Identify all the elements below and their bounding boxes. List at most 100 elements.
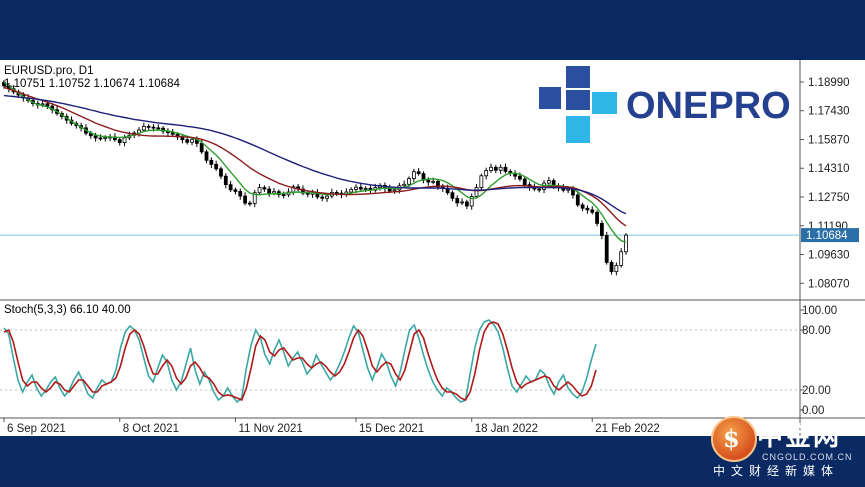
candle-body bbox=[546, 180, 551, 184]
candle-body bbox=[464, 201, 469, 207]
candle-body bbox=[214, 163, 219, 170]
candle bbox=[141, 122, 146, 133]
candle bbox=[219, 166, 223, 180]
candle bbox=[464, 199, 469, 209]
axis-labels: 1.189901.174301.158701.143101.127501.111… bbox=[7, 77, 859, 435]
candle-body bbox=[619, 251, 624, 266]
logo-wordmark: ONEPRO bbox=[626, 85, 791, 127]
candle bbox=[223, 173, 228, 189]
time-tick-label: 18 Jan 2022 bbox=[475, 423, 538, 435]
ma-line bbox=[3, 86, 627, 227]
candle-body bbox=[103, 137, 108, 139]
chart-axes bbox=[0, 60, 865, 436]
stoch-tick-label: 20.00 bbox=[802, 385, 831, 397]
candle-body bbox=[325, 195, 329, 199]
candle bbox=[257, 183, 262, 195]
candle bbox=[599, 220, 604, 240]
candle-body bbox=[566, 188, 571, 191]
candle bbox=[228, 180, 233, 193]
candle-body bbox=[474, 187, 479, 197]
candle-body bbox=[93, 135, 98, 139]
candle-body bbox=[624, 234, 628, 253]
candle-body bbox=[585, 207, 590, 211]
price-candles bbox=[2, 79, 628, 276]
candle bbox=[489, 163, 493, 173]
candle-body bbox=[493, 166, 498, 171]
candle bbox=[624, 232, 628, 255]
candle-body bbox=[301, 188, 305, 194]
candle bbox=[98, 134, 103, 141]
candle-body bbox=[209, 159, 214, 165]
chart-symbol-title: EURUSD.pro, D1 bbox=[4, 65, 93, 77]
candle-body bbox=[248, 202, 252, 205]
candle bbox=[493, 165, 498, 174]
price-tick-label: 1.08070 bbox=[808, 278, 850, 290]
candle-body bbox=[358, 186, 363, 190]
candle bbox=[609, 260, 614, 275]
candle-body bbox=[117, 139, 122, 144]
candle-body bbox=[45, 103, 50, 107]
chart-plot-area: 1.18990 1.17430 1.15870 1.14310 1.12750 1.111… bbox=[0, 60, 865, 436]
candle-body bbox=[141, 125, 146, 131]
candle bbox=[580, 202, 585, 212]
stochastic-oscillator bbox=[3, 319, 597, 404]
stoch-tick-label: 80.00 bbox=[802, 325, 831, 337]
candle bbox=[344, 188, 349, 197]
stoch-line bbox=[3, 321, 597, 402]
candle-body bbox=[436, 180, 440, 188]
stochastic-title: Stoch(5,3,3) 66.10 40.00 bbox=[4, 304, 131, 316]
candle bbox=[585, 205, 590, 214]
candle bbox=[595, 210, 599, 227]
cngold-watermark: $ 中金网 CNGOLD.COM.CN 中文财经新媒体 bbox=[705, 410, 865, 487]
candle bbox=[146, 124, 151, 131]
candle-body bbox=[503, 166, 508, 172]
candle-body bbox=[407, 178, 411, 185]
candle bbox=[619, 248, 624, 268]
watermark-domain: CNGOLD.COM.CN bbox=[762, 452, 853, 462]
time-tick-label: 8 Oct 2021 bbox=[123, 423, 179, 435]
candle-body bbox=[590, 209, 595, 213]
candle bbox=[214, 160, 219, 171]
candle bbox=[238, 188, 243, 200]
candle bbox=[455, 195, 460, 207]
candle-body bbox=[204, 151, 209, 161]
candle bbox=[248, 200, 252, 207]
candle-body bbox=[185, 139, 190, 143]
logo-square-dark-top bbox=[566, 66, 590, 88]
candle-body bbox=[262, 187, 267, 190]
onepro-logo: ONEPRO bbox=[539, 66, 791, 143]
candle bbox=[252, 189, 257, 208]
candle-body bbox=[426, 179, 431, 183]
candle bbox=[378, 183, 382, 191]
candle-body bbox=[257, 187, 262, 194]
candle bbox=[484, 167, 489, 180]
candle-body bbox=[411, 171, 416, 179]
candle-body bbox=[469, 196, 474, 207]
stoch-tick-label: 100.00 bbox=[802, 305, 837, 317]
candle-body bbox=[146, 125, 151, 128]
candle-body bbox=[518, 175, 522, 180]
candle bbox=[156, 124, 161, 131]
candle-body bbox=[122, 137, 127, 144]
time-tick-label: 11 Nov 2021 bbox=[238, 423, 302, 435]
candle bbox=[614, 262, 619, 276]
candle bbox=[166, 128, 170, 137]
candle bbox=[190, 137, 194, 146]
candle-body bbox=[604, 235, 609, 263]
candle bbox=[243, 192, 247, 206]
candle-body bbox=[190, 138, 194, 143]
candle bbox=[267, 186, 272, 197]
ohlc-readout: 1.10751 1.10752 1.10674 1.10684 bbox=[4, 78, 180, 90]
logo-square-dark-left bbox=[539, 87, 561, 109]
candle-body bbox=[484, 170, 489, 177]
candle-body bbox=[575, 194, 580, 206]
candle bbox=[460, 198, 464, 206]
candle bbox=[575, 191, 580, 208]
candle-body bbox=[199, 142, 204, 153]
candle-body bbox=[416, 171, 421, 174]
chart-svg: 1.189901.174301.158701.143101.127501.111… bbox=[0, 60, 865, 436]
candle-body bbox=[219, 168, 223, 177]
candle bbox=[604, 231, 609, 265]
stoch-tick-label: 0.00 bbox=[802, 405, 824, 417]
logo-square-dark-center bbox=[566, 90, 590, 110]
